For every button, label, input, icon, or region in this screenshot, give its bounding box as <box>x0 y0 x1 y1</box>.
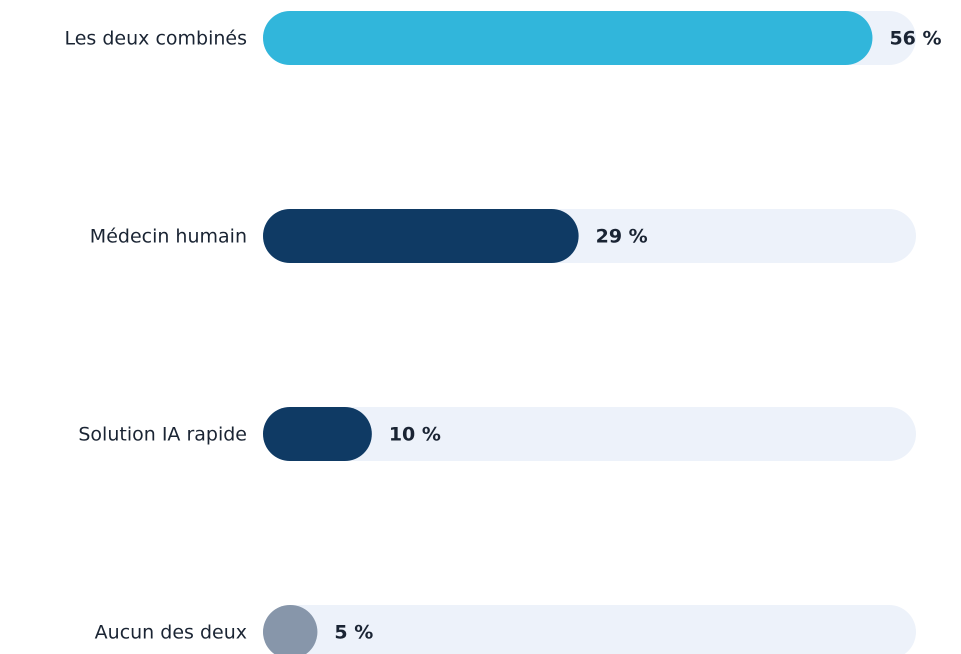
bar-track <box>263 605 916 654</box>
bar <box>263 407 372 461</box>
value-label: 29 % <box>596 226 648 248</box>
category-label: Solution IA rapide <box>78 424 247 446</box>
value-label: 10 % <box>389 424 441 446</box>
bar <box>263 11 873 65</box>
category-label: Aucun des deux <box>95 622 247 644</box>
bar <box>263 605 318 654</box>
bar-track <box>263 407 916 461</box>
value-label: 5 % <box>334 622 373 644</box>
category-label: Les deux combinés <box>64 28 247 50</box>
category-label: Médecin humain <box>90 226 247 248</box>
value-label: 56 % <box>889 28 941 50</box>
bar <box>263 209 579 263</box>
